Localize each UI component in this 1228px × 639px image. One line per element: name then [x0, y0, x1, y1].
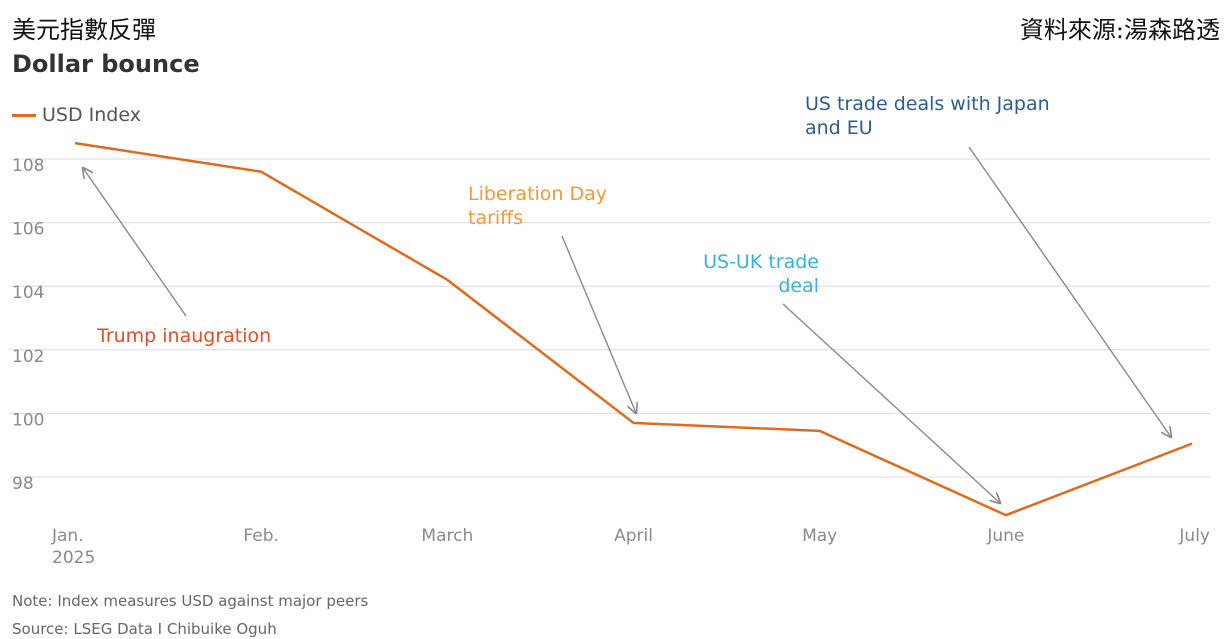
chart-title: Dollar bounce — [12, 50, 200, 78]
annotation-arrow — [561, 235, 636, 413]
x-tick-label: 2025 — [52, 548, 95, 568]
y-tick-label: 106 — [12, 220, 44, 240]
chinese-title: 美元指數反彈 — [12, 16, 156, 44]
x-tick-label: July — [1178, 526, 1210, 546]
annotation-label: Trump inaugration — [96, 325, 271, 347]
annotation-arrow — [782, 303, 1000, 503]
legend: USD Index — [12, 104, 141, 126]
footnote: Note: Index measures USD against major p… — [12, 592, 369, 610]
y-tick-label: 108 — [12, 156, 44, 176]
annotation-arrow — [83, 168, 187, 317]
y-tick-label: 104 — [12, 283, 44, 303]
y-tick-label: 100 — [12, 410, 44, 430]
annotation-arrow — [968, 146, 1171, 437]
x-tick-label: April — [614, 526, 653, 546]
y-tick-label: 102 — [12, 347, 44, 367]
chinese-source: 資料來源:湯森路透 — [1019, 16, 1220, 44]
x-tick-label: May — [802, 526, 837, 546]
x-tick-label: Feb. — [243, 526, 279, 546]
x-tick-label: June — [986, 526, 1024, 546]
x-tick-label: March — [421, 526, 473, 546]
source-line: Source: LSEG Data I Chibuike Oguh — [12, 620, 277, 638]
annotation-label: deal — [778, 275, 819, 297]
y-tick-label: 98 — [12, 474, 34, 494]
annotation-label: tariffs — [468, 207, 523, 229]
annotation-label: and EU — [805, 117, 873, 139]
legend-label: USD Index — [42, 104, 141, 126]
annotation-label: US trade deals with Japan — [805, 93, 1050, 115]
legend-swatch — [12, 113, 36, 117]
x-tick-label: Jan. — [51, 526, 84, 546]
annotation-label: US-UK trade — [703, 251, 819, 273]
annotation-label: Liberation Day — [468, 183, 607, 205]
